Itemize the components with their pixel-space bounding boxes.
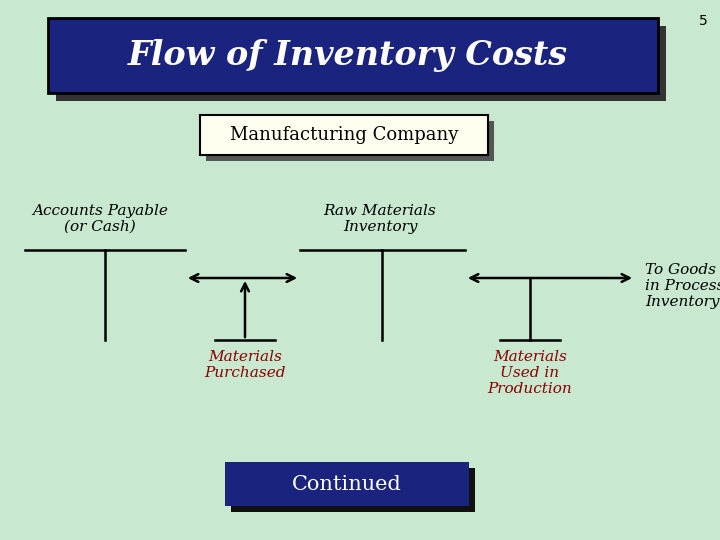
FancyBboxPatch shape	[200, 115, 488, 155]
FancyBboxPatch shape	[56, 26, 666, 101]
Text: To Goods
in Process
Inventory: To Goods in Process Inventory	[645, 263, 720, 309]
FancyBboxPatch shape	[231, 468, 475, 512]
Text: Raw Materials
Inventory: Raw Materials Inventory	[323, 204, 436, 234]
Text: Continued: Continued	[292, 475, 402, 494]
Text: Accounts Payable
(or Cash): Accounts Payable (or Cash)	[32, 204, 168, 234]
Text: Materials
Used in
Production: Materials Used in Production	[487, 350, 572, 396]
Text: Materials
Purchased: Materials Purchased	[204, 350, 286, 380]
Text: Manufacturing Company: Manufacturing Company	[230, 126, 458, 144]
Text: 5: 5	[699, 14, 708, 28]
Text: Flow of Inventory Costs: Flow of Inventory Costs	[128, 38, 568, 71]
FancyBboxPatch shape	[48, 18, 658, 93]
FancyBboxPatch shape	[225, 462, 469, 506]
FancyBboxPatch shape	[206, 121, 494, 161]
